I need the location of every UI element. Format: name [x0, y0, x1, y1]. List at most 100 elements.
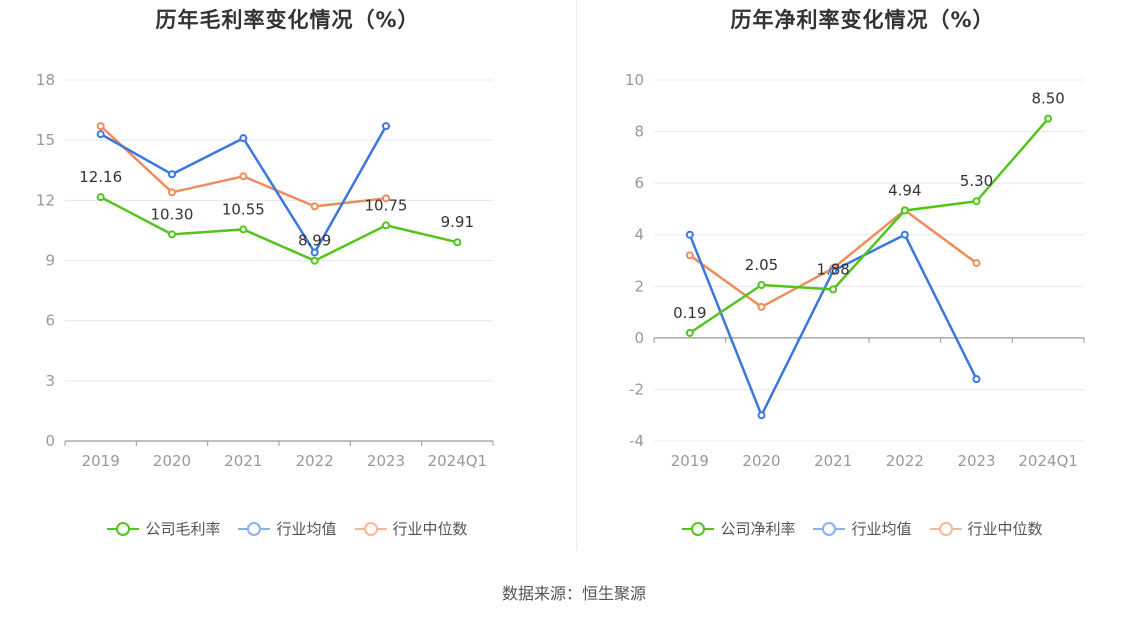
gross-y-tick-label: 15: [36, 131, 55, 149]
net-data-label: 8.50: [1031, 90, 1064, 108]
net-data-point-2: [757, 302, 766, 311]
gross-margin-legend: 公司毛利率 行业均值 行业中位数: [0, 518, 575, 539]
net-data-label: 1.88: [816, 260, 849, 278]
gross-data-label: 10.30: [151, 205, 194, 223]
legend-item-industry-median[interactable]: 行业中位数: [354, 518, 468, 539]
net-data-label: 2.05: [745, 256, 778, 274]
net-margin-chart: -4 -2 0 2 4 6 8 10 2019 2020 2021 2022 2023 2024Q1 0.1…: [625, 71, 1085, 470]
gross-x-tick-label: 2022: [296, 452, 334, 470]
gross-x-tick-label: 2023: [367, 452, 405, 470]
gross-margin-chart-panel: 历年毛利率变化情况（%） 0 3 6 9 12 15 18 2019 2020 2021 2022 2…: [0, 0, 575, 560]
gross-data-point-2: [382, 194, 390, 203]
net-data-label: 0.19: [673, 304, 706, 322]
net-y-tick-label: 6: [634, 174, 644, 192]
net-y-tick-label: 8: [634, 123, 644, 141]
net-y-tick-label: 2: [634, 277, 644, 295]
legend-item-company-net-margin[interactable]: 公司净利率: [682, 518, 795, 539]
gross-data-point-1: [96, 130, 105, 139]
legend-line-circle-icon: [107, 521, 140, 536]
net-series-line-0: [689, 117, 1050, 335]
net-margin-chart-panel: 历年净利率变化情况（%） -4 -2 0 2 4 6 8 10 2019 2020 2021 2022…: [577, 0, 1148, 560]
gross-data-label: 12.16: [79, 168, 122, 186]
legend-line-circle-icon: [813, 521, 846, 536]
data-source-note: 数据来源：恒生聚源: [501, 584, 646, 603]
gross-y-tick-label: 0: [45, 432, 55, 450]
net-x-tick-label: 2022: [886, 452, 924, 470]
gross-data-point-0: [453, 238, 462, 247]
gross-data-label: 9.91: [441, 213, 474, 231]
legend-line-circle-icon: [238, 521, 271, 536]
net-data-point-0: [757, 280, 766, 289]
gross-data-point-0: [310, 256, 319, 265]
net-data-point-1: [685, 230, 694, 239]
net-data-point-1: [757, 411, 766, 420]
net-data-point-1: [900, 230, 909, 239]
net-x-tick-label: 2021: [814, 452, 852, 470]
gross-data-point-2: [239, 172, 248, 181]
net-x-tick-label: 2020: [742, 452, 780, 470]
gross-data-point-1: [239, 134, 248, 143]
net-x-tick-label: 2024Q1: [1018, 452, 1078, 470]
net-y-tick-label: -2: [629, 380, 644, 398]
legend-label: 行业中位数: [967, 520, 1043, 538]
gross-data-label: 8.99: [298, 232, 331, 250]
net-y-tick-label: -4: [629, 432, 644, 450]
gross-series-line-0: [100, 195, 458, 262]
legend-line-circle-icon: [354, 521, 387, 536]
gross-data-label: 10.55: [222, 200, 265, 218]
net-data-point-0: [1044, 114, 1053, 123]
legend-label: 行业均值: [276, 520, 337, 538]
net-data-point-0: [685, 328, 694, 337]
legend-item-company-gross-margin[interactable]: 公司毛利率: [107, 518, 220, 539]
net-data-point-0: [829, 285, 838, 294]
gross-data-point-2: [168, 188, 176, 197]
net-y-tick-label: 0: [634, 329, 644, 347]
legend-line-circle-icon: [682, 521, 715, 536]
legend-label: 公司毛利率: [145, 520, 221, 538]
net-data-point-2: [685, 251, 694, 260]
net-data-label: 5.30: [960, 172, 993, 190]
gross-y-tick-label: 6: [45, 312, 55, 330]
net-data-point-0: [972, 197, 981, 206]
legend-item-industry-average[interactable]: 行业均值: [813, 518, 912, 539]
gross-y-tick-label: 9: [45, 252, 55, 270]
gross-data-point-0: [96, 193, 105, 202]
gross-data-point-1: [168, 170, 176, 179]
gross-data-point-0: [239, 225, 248, 234]
gross-y-tick-label: 12: [36, 191, 55, 209]
gross-series-line-1: [100, 125, 388, 254]
net-data-point-2: [972, 259, 981, 268]
net-x-tick-label: 2023: [957, 452, 995, 470]
legend-line-circle-icon: [929, 521, 962, 536]
net-x-tick-label: 2019: [671, 452, 709, 470]
gross-margin-chart: 0 3 6 9 12 15 18 2019 2020 2021 2022 2023 2024Q1 12.1…: [36, 71, 494, 470]
gross-data-point-0: [168, 230, 176, 239]
gross-x-tick-label: 2020: [153, 452, 191, 470]
net-y-tick-label: 4: [634, 226, 644, 244]
legend-label: 公司净利率: [720, 520, 796, 538]
net-data-point-0: [900, 206, 909, 215]
gross-y-tick-label: 18: [36, 71, 55, 89]
legend-label: 行业均值: [851, 520, 912, 538]
net-data-point-1: [972, 375, 981, 384]
net-margin-legend: 公司净利率 行业均值 行业中位数: [577, 518, 1148, 539]
gross-data-point-2: [310, 202, 319, 211]
gross-x-tick-label: 2019: [82, 452, 120, 470]
gross-data-point-1: [310, 248, 319, 257]
gross-data-point-1: [382, 122, 390, 131]
panel-divider: [576, 0, 577, 550]
net-margin-chart-title: 历年净利率变化情况（%）: [730, 8, 995, 32]
gross-y-tick-label: 3: [45, 372, 55, 390]
legend-item-industry-average[interactable]: 行业均值: [238, 518, 337, 539]
gross-x-tick-label: 2021: [224, 452, 262, 470]
gross-data-point-2: [96, 122, 105, 131]
legend-label: 行业中位数: [392, 520, 468, 538]
legend-item-industry-median[interactable]: 行业中位数: [929, 518, 1043, 539]
gross-data-label: 10.75: [365, 196, 408, 214]
gross-margin-chart-title: 历年毛利率变化情况（%）: [155, 8, 420, 32]
net-data-point-1: [829, 266, 838, 275]
net-data-label: 4.94: [888, 181, 921, 199]
gross-data-point-0: [382, 221, 390, 230]
gross-x-tick-label: 2024Q1: [428, 452, 488, 470]
net-y-tick-label: 10: [625, 71, 644, 89]
